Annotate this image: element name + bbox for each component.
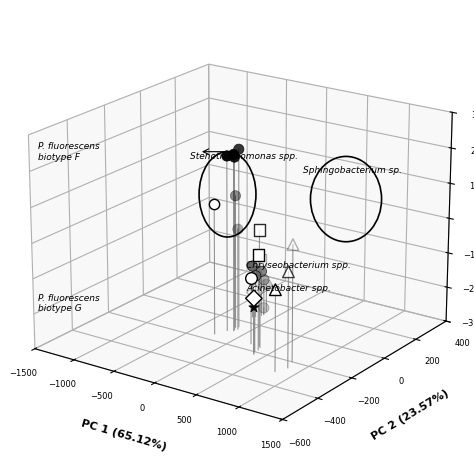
- Text: P. fluorescens
biotype F: P. fluorescens biotype F: [38, 142, 100, 162]
- Y-axis label: PC 2 (23.57%): PC 2 (23.57%): [370, 388, 451, 442]
- Text: Acinetobacter spp.: Acinetobacter spp.: [246, 284, 331, 293]
- Text: Stenotrophomonas spp.: Stenotrophomonas spp.: [190, 152, 298, 161]
- Text: P. fluorescens
biotype G: P. fluorescens biotype G: [38, 294, 100, 313]
- Text: Chryseobacterium spp.: Chryseobacterium spp.: [246, 261, 351, 270]
- X-axis label: PC 1 (65.12%): PC 1 (65.12%): [80, 419, 168, 453]
- Text: Sphingobacterium sp.: Sphingobacterium sp.: [303, 166, 402, 175]
